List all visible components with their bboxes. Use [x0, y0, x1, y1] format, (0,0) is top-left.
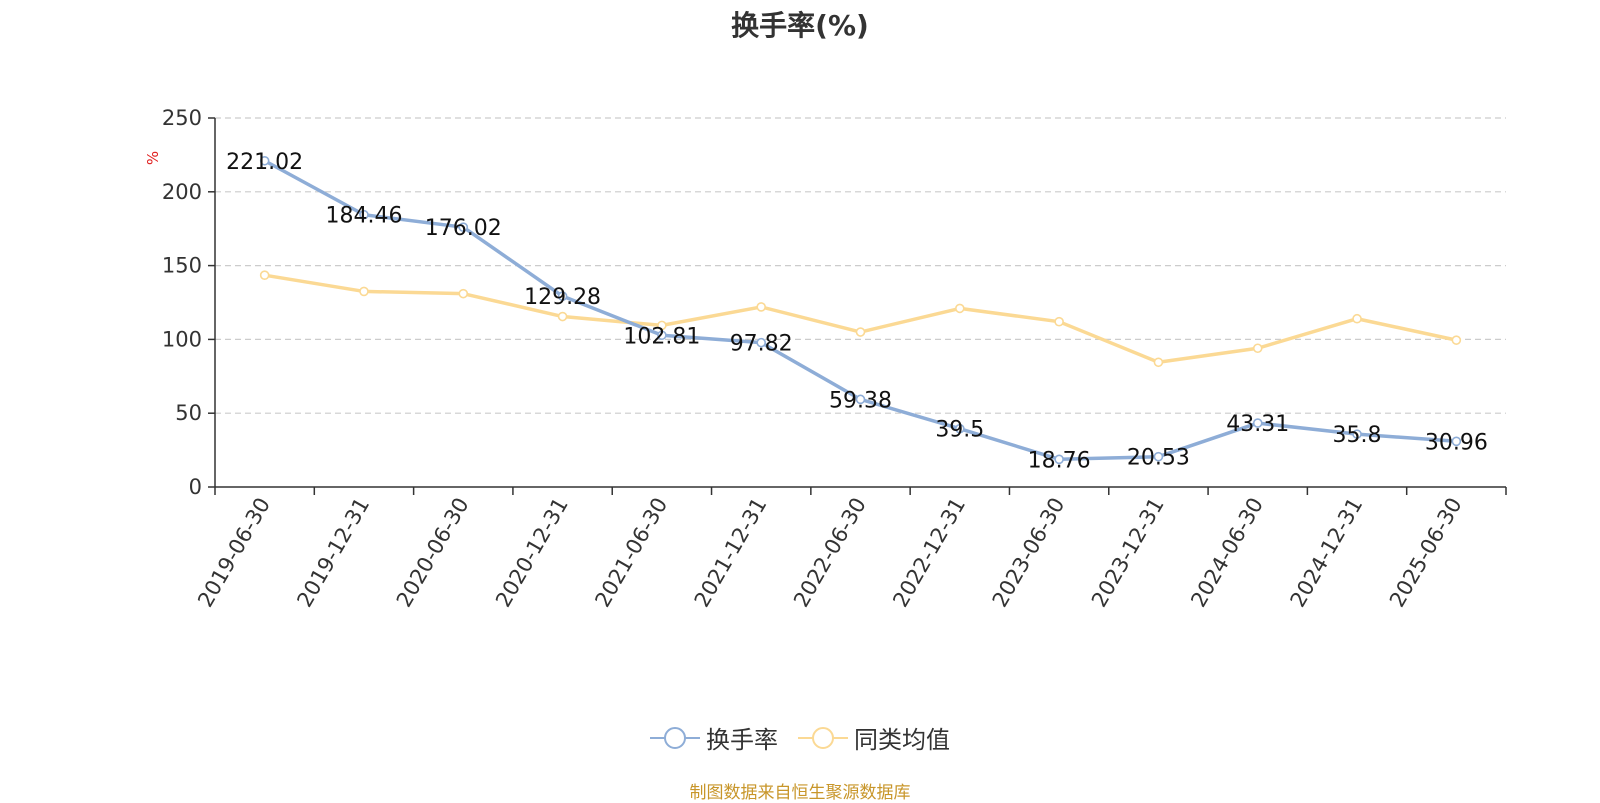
data-point [1451, 436, 1462, 447]
y-tick-label: 0 [189, 475, 202, 499]
legend-item-1[interactable]: 同类均值 [798, 720, 950, 755]
data-point [756, 302, 766, 312]
data-point [657, 320, 667, 331]
x-tick-label: 2024-12-31 [1286, 494, 1368, 612]
data-point [557, 291, 568, 301]
series [259, 155, 1462, 465]
chart-title: 换手率(%) [731, 9, 869, 42]
source-note: 制图数据来自恒生聚源数据库 [689, 783, 911, 803]
data-label: 59.38 [829, 388, 892, 413]
x-tick-label: 2021-06-30 [590, 494, 672, 612]
data-point [458, 222, 469, 232]
data-point [657, 330, 667, 341]
data-label: 129.28 [524, 285, 601, 310]
data-label: 184.46 [325, 204, 402, 229]
data-label: 102.81 [623, 324, 700, 349]
data-point [955, 303, 965, 314]
y-tick-label: 150 [162, 254, 202, 278]
data-label: 97.82 [730, 332, 793, 357]
data-point [756, 337, 766, 348]
x-tick-label: 2019-12-31 [292, 494, 374, 612]
x-tick-label: 2019-06-30 [193, 494, 275, 612]
x-tick-label: 2025-06-30 [1385, 494, 1467, 612]
data-point [1153, 357, 1164, 368]
y-axis-label: % [144, 151, 162, 165]
legend-marker-icon [798, 726, 848, 749]
legend: 换手率 同类均值 [0, 720, 1600, 755]
data-point [1054, 454, 1064, 465]
data-point [259, 270, 270, 280]
data-point [1252, 418, 1263, 428]
legend-label: 换手率 [706, 726, 778, 754]
y-tick-label: 250 [162, 106, 202, 130]
x-tick-label: 2020-06-30 [392, 494, 474, 612]
y-tick-label: 100 [162, 327, 202, 351]
data-point [855, 394, 866, 405]
x-tick-label: 2023-12-31 [1087, 494, 1169, 612]
data-point [359, 209, 369, 220]
x-tick-label: 2021-12-31 [690, 494, 772, 612]
legend-label: 同类均值 [854, 726, 950, 754]
grid-lines [215, 117, 1506, 414]
data-label: 43.31 [1226, 412, 1289, 437]
data-label: 176.02 [425, 216, 502, 241]
x-tick-label: 2022-12-31 [888, 493, 970, 611]
data-label: 221.02 [226, 150, 303, 175]
data-point [1451, 335, 1462, 345]
data-label: 39.5 [935, 418, 984, 443]
y-tick-label: 200 [162, 180, 202, 204]
data-point [955, 423, 965, 434]
legend-item-0[interactable]: 换手率 [650, 720, 778, 755]
x-tick-label: 2023-06-30 [988, 494, 1070, 612]
data-point [458, 288, 469, 299]
x-tick-label: 2024-06-30 [1186, 494, 1268, 612]
data-point [259, 155, 270, 166]
data-point [855, 327, 866, 337]
data-labels: 221.02 184.46 176.02 129.28 102.81 97.82 59.38… [226, 150, 1488, 474]
data-point [557, 311, 568, 322]
data-label: 20.53 [1127, 446, 1190, 471]
x-tick-label: 2020-12-31 [491, 494, 573, 612]
x-tick-label: 2022-06-30 [789, 494, 871, 612]
data-label: 35.8 [1333, 423, 1382, 448]
data-point [359, 286, 369, 297]
data-point [1352, 313, 1362, 324]
data-label: 18.76 [1028, 448, 1091, 473]
series-line-1 [264, 273, 1457, 365]
data-label: 30.96 [1425, 430, 1488, 455]
data-point [1252, 343, 1263, 354]
legend-marker-icon [650, 726, 700, 749]
y-tick-label: 50 [175, 401, 202, 425]
data-point [1153, 451, 1164, 462]
data-point [1352, 429, 1362, 439]
data-point [1054, 316, 1064, 327]
